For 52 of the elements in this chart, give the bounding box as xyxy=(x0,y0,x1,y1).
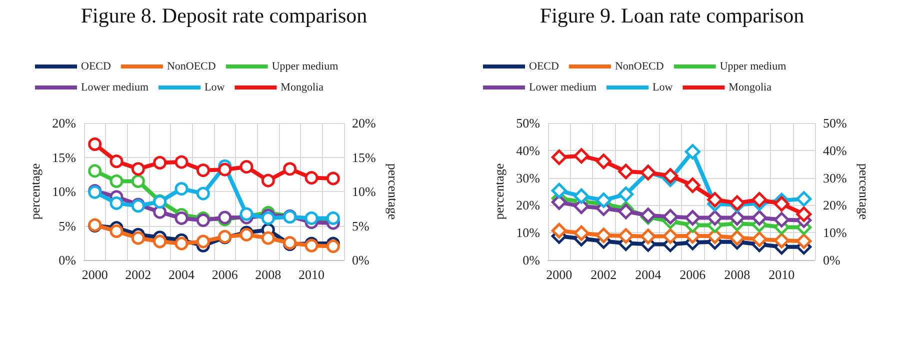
y2-tick-label: 20% xyxy=(352,116,376,130)
y-tick-label: 50% xyxy=(516,116,540,130)
y2-tick-label: 15% xyxy=(352,150,376,165)
y2-tick-label: 50% xyxy=(823,116,847,130)
x-tick-label: 2008 xyxy=(255,267,282,282)
x-tick-label: 2004 xyxy=(635,267,662,282)
y-tick-label: 40% xyxy=(516,142,540,158)
y2-tick-label: 20% xyxy=(823,198,847,213)
y2-axis-title: percentage xyxy=(856,163,872,220)
x-tick-label: 2002 xyxy=(590,267,617,282)
legend-label: Lower medium xyxy=(529,82,597,94)
legend-label: OECD xyxy=(529,60,559,72)
y2-tick-label: 0% xyxy=(352,252,370,268)
y2-axis-title: percentage xyxy=(386,163,401,220)
y-tick-label: 0% xyxy=(522,252,540,268)
y2-tick-label: 5% xyxy=(352,218,370,234)
y-axis-title: percentage xyxy=(491,163,506,220)
y-axis-title: percentage xyxy=(27,163,42,220)
legend-label: Upper medium xyxy=(720,60,787,72)
y2-tick-label: 0% xyxy=(823,252,840,268)
y2-tick-label: 10% xyxy=(823,225,847,240)
x-tick-label: 2000 xyxy=(82,267,108,282)
x-tick-label: 2002 xyxy=(125,267,152,282)
x-tick-label: 2006 xyxy=(212,267,238,282)
x-tick-label: 2000 xyxy=(546,267,572,282)
y-tick-label: 0% xyxy=(58,252,76,268)
chart-title: Figure 8. Deposit rate comparison xyxy=(80,4,368,28)
x-tick-label: 2006 xyxy=(680,267,706,282)
y-tick-label: 15% xyxy=(52,150,76,165)
legend-label: Mongolia xyxy=(728,82,772,94)
legend-label: OECD xyxy=(81,60,111,72)
x-tick-label: 2004 xyxy=(168,267,195,282)
legend-label: Mongolia xyxy=(280,82,324,94)
x-tick-label: 2010 xyxy=(768,267,795,282)
legend-label: Upper medium xyxy=(272,60,339,72)
x-tick-label: 2008 xyxy=(724,267,750,282)
y2-tick-label: 10% xyxy=(352,184,376,199)
y2-tick-label: 40% xyxy=(823,142,847,158)
legend-label: NonOECD xyxy=(614,60,664,72)
y-tick-label: 5% xyxy=(58,218,76,234)
y-tick-label: 10% xyxy=(516,225,540,240)
y-tick-label: 30% xyxy=(516,170,540,186)
legend-label: Low xyxy=(652,82,673,94)
chart-title: Figure 9. Loan rate comparison xyxy=(540,4,805,28)
y-tick-label: 20% xyxy=(516,198,540,213)
legend-label: Lower medium xyxy=(81,82,149,94)
y-tick-label: 10% xyxy=(52,184,76,199)
x-tick-label: 2010 xyxy=(298,267,324,282)
legend-label: NonOECD xyxy=(166,60,216,72)
y2-tick-label: 30% xyxy=(823,170,847,186)
y-tick-label: 20% xyxy=(52,116,76,130)
legend-label: Low xyxy=(204,82,225,94)
